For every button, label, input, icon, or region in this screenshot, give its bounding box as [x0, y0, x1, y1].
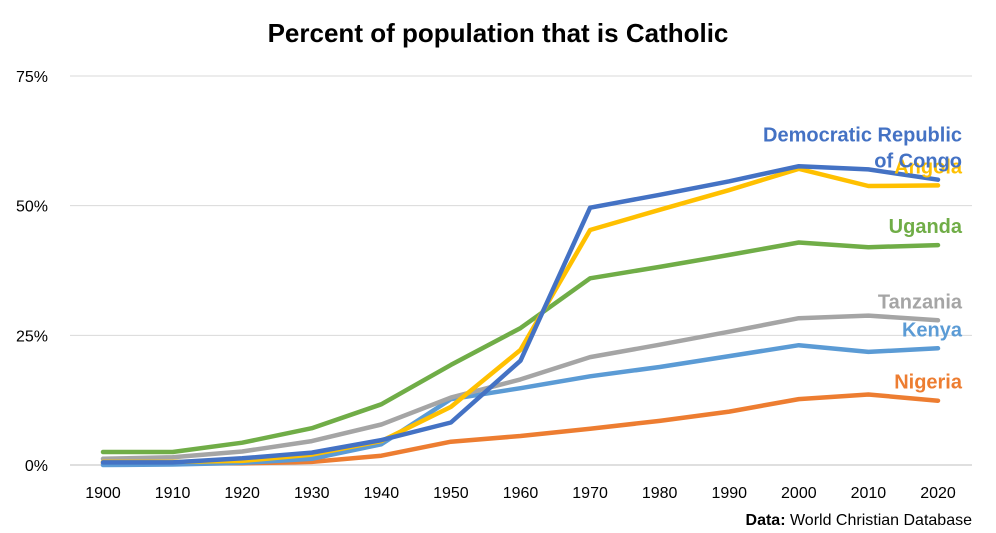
- x-tick-label: 1910: [155, 485, 191, 502]
- x-tick-label: 2000: [781, 485, 817, 502]
- series-label: Democratic Republic: [763, 125, 962, 147]
- series-line: [100, 313, 941, 462]
- x-tick-label: 2020: [920, 485, 956, 502]
- x-tick-label: 1920: [224, 485, 260, 502]
- source-text: World Christian Database: [789, 512, 972, 529]
- chart-title: Percent of population that is Catholic: [267, 18, 729, 48]
- x-tick-label: 1960: [503, 485, 539, 502]
- series-label: of Congo: [874, 151, 962, 173]
- series-line: [100, 163, 941, 465]
- x-tick-label: 1970: [572, 485, 608, 502]
- source-label: Data:: [745, 512, 786, 529]
- series-label: Uganda: [889, 216, 963, 238]
- x-tick-label: 1940: [364, 485, 400, 502]
- series-line: [100, 166, 941, 465]
- x-tick-label: 2010: [851, 485, 887, 502]
- series-label: Angola: [894, 156, 963, 178]
- series-label: Nigeria: [894, 372, 963, 394]
- series-line: [100, 240, 941, 455]
- y-tick-label: 50%: [16, 199, 48, 216]
- series-label: Kenya: [902, 319, 963, 341]
- x-tick-label: 1950: [433, 485, 469, 502]
- x-tick-label: 1980: [642, 485, 678, 502]
- y-tick-label: 75%: [16, 69, 48, 86]
- x-tick-label: 1930: [294, 485, 330, 502]
- y-tick-label: 0%: [25, 458, 48, 475]
- x-tick-label: 1900: [85, 485, 121, 502]
- y-tick-label: 25%: [16, 328, 48, 345]
- x-tick-label: 1990: [711, 485, 747, 502]
- series-label: Tanzania: [878, 291, 963, 313]
- source-note: Data: World Christian Database: [746, 512, 972, 530]
